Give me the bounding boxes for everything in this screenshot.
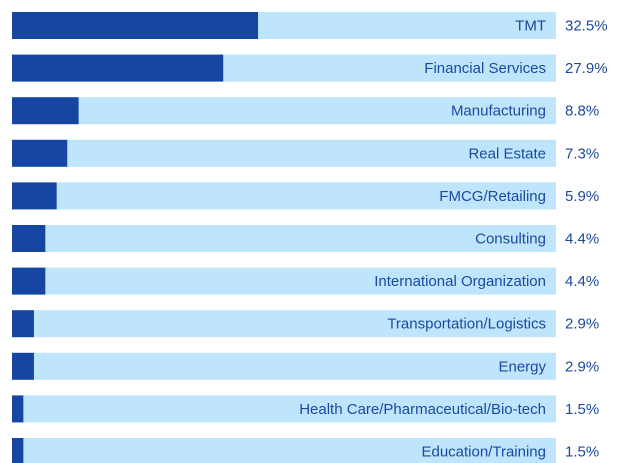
bar <box>12 182 57 210</box>
bar <box>12 54 224 82</box>
value-label: 4.4% <box>565 273 599 290</box>
value-label: 4.4% <box>565 230 599 247</box>
value-label: 2.9% <box>565 316 599 333</box>
bar-track <box>12 182 556 210</box>
bar-track <box>12 310 556 338</box>
bar <box>12 395 24 423</box>
value-label: 1.5% <box>565 443 599 460</box>
bar <box>12 139 68 167</box>
bar-track <box>12 438 556 463</box>
value-label: 27.9% <box>565 60 608 77</box>
bar <box>12 310 34 338</box>
category-label: Education/Training <box>421 443 546 460</box>
category-label: Health Care/Pharmaceutical/Bio-tech <box>299 401 546 418</box>
value-label: 7.3% <box>565 145 599 162</box>
category-label: Real Estate <box>468 145 546 162</box>
bar <box>12 267 46 295</box>
value-label: 1.5% <box>565 401 599 418</box>
bar-track <box>12 267 556 295</box>
category-label: Transportation/Logistics <box>387 316 546 333</box>
value-label: 2.9% <box>565 358 599 375</box>
category-label: TMT <box>515 17 546 34</box>
bar <box>12 97 79 125</box>
bar-track <box>12 225 556 252</box>
bar-track <box>12 97 556 125</box>
bar-track <box>12 352 556 380</box>
bar <box>12 438 24 463</box>
bar-track <box>12 139 556 167</box>
bar-track <box>12 395 556 423</box>
bar <box>12 225 46 252</box>
bar <box>12 12 259 39</box>
category-label: Manufacturing <box>451 103 546 120</box>
value-label: 5.9% <box>565 188 599 205</box>
value-label: 8.8% <box>565 103 599 120</box>
value-label: 32.5% <box>565 17 608 34</box>
category-label: International Organization <box>374 273 546 290</box>
bar <box>12 352 34 380</box>
category-label: FMCG/Retailing <box>439 188 546 205</box>
category-label: Consulting <box>475 230 546 247</box>
category-label: Financial Services <box>424 60 546 77</box>
category-label: Energy <box>498 358 546 375</box>
